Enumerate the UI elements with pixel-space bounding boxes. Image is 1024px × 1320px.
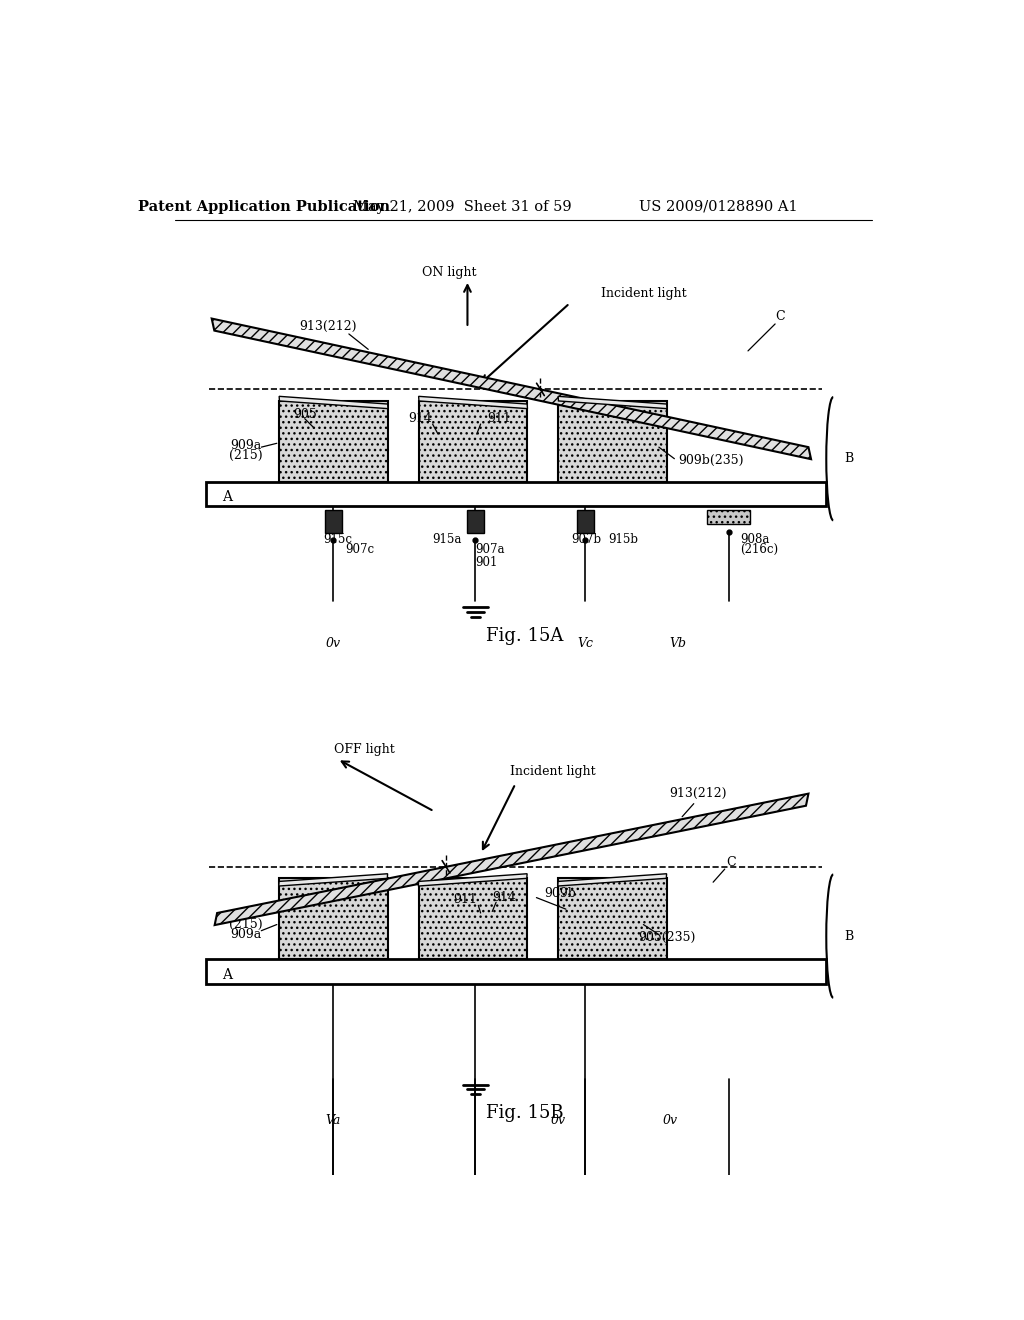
- Text: Fig. 15B: Fig. 15B: [486, 1105, 563, 1122]
- Text: 0v: 0v: [326, 638, 341, 649]
- Polygon shape: [418, 874, 527, 886]
- Text: Vb: Vb: [670, 638, 687, 649]
- Text: 905: 905: [293, 408, 316, 421]
- Text: 0v: 0v: [551, 1114, 565, 1127]
- Text: 0v: 0v: [663, 1114, 678, 1127]
- Bar: [558, 401, 667, 482]
- Polygon shape: [215, 793, 809, 925]
- Text: 909a: 909a: [230, 440, 261, 453]
- Text: A: A: [222, 968, 232, 982]
- Text: 914: 914: [409, 412, 432, 425]
- Bar: [419, 878, 527, 960]
- Text: May 21, 2009  Sheet 31 of 59: May 21, 2009 Sheet 31 of 59: [353, 199, 572, 214]
- Text: OFF light: OFF light: [334, 743, 394, 756]
- Text: 914: 914: [492, 891, 516, 904]
- Text: 911: 911: [486, 412, 511, 425]
- Polygon shape: [212, 318, 811, 459]
- Polygon shape: [558, 396, 667, 409]
- Text: 909b(235): 909b(235): [678, 454, 743, 467]
- Polygon shape: [279, 874, 388, 886]
- Text: 907c: 907c: [345, 543, 374, 556]
- Text: C: C: [726, 857, 736, 870]
- Text: US 2009/0128890 A1: US 2009/0128890 A1: [639, 199, 798, 214]
- Text: 909b: 909b: [544, 887, 577, 900]
- Text: 915c: 915c: [324, 533, 352, 546]
- Text: C: C: [776, 310, 785, 323]
- Bar: [467, 511, 483, 533]
- Bar: [206, 960, 825, 983]
- Text: Incident light: Incident light: [601, 286, 686, 300]
- Bar: [707, 511, 751, 524]
- Text: 907a: 907a: [475, 543, 505, 556]
- Bar: [280, 878, 388, 960]
- Text: Patent Application Publication: Patent Application Publication: [137, 199, 389, 214]
- Text: 913(212): 913(212): [669, 787, 726, 800]
- Text: Incident light: Incident light: [510, 764, 596, 777]
- Text: 913(212): 913(212): [299, 319, 356, 333]
- Text: (215): (215): [229, 449, 262, 462]
- Text: 901: 901: [475, 556, 498, 569]
- Text: Vc: Vc: [578, 638, 593, 649]
- Bar: [206, 482, 825, 507]
- Text: B: B: [844, 453, 853, 465]
- Bar: [419, 401, 527, 482]
- Text: ON light: ON light: [422, 265, 477, 279]
- Text: Fig. 15A: Fig. 15A: [486, 627, 563, 644]
- Bar: [558, 878, 667, 960]
- Polygon shape: [558, 874, 667, 886]
- Text: 907b: 907b: [571, 533, 601, 546]
- Text: 909a: 909a: [230, 928, 261, 941]
- Text: 915b: 915b: [608, 533, 639, 546]
- Text: 908a: 908a: [740, 533, 770, 546]
- Polygon shape: [280, 396, 388, 409]
- Text: (215): (215): [229, 917, 262, 931]
- Text: 911: 911: [453, 892, 477, 906]
- Text: 915a: 915a: [432, 533, 461, 546]
- Text: B: B: [844, 929, 853, 942]
- Text: 905(235): 905(235): [638, 931, 695, 944]
- Bar: [577, 511, 594, 533]
- Bar: [280, 401, 388, 482]
- Text: (216c): (216c): [740, 543, 778, 556]
- Bar: [325, 511, 342, 533]
- Polygon shape: [419, 396, 527, 409]
- Text: Va: Va: [326, 1114, 341, 1127]
- Text: A: A: [222, 490, 232, 504]
